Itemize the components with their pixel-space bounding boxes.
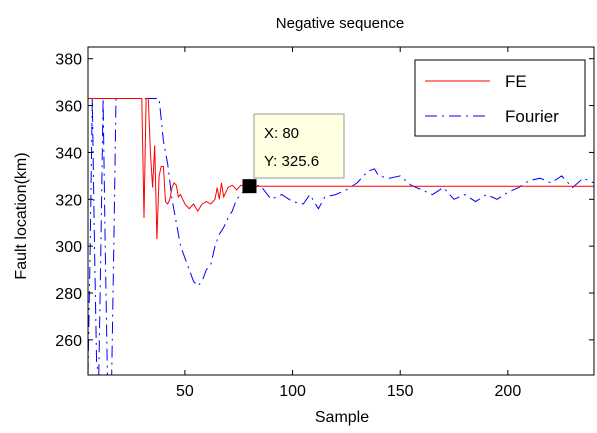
data-tip-box [253,113,345,179]
series-line-fe [88,98,594,240]
legend-box [414,59,586,137]
y-tick-label: 380 [55,52,82,69]
y-tick-label: 260 [55,333,82,350]
y-tick-label: 320 [55,192,82,209]
x-tick-label: 200 [495,383,522,400]
x-tick-label: 100 [279,383,306,400]
y-tick-label: 340 [55,145,82,162]
data-tip-x-value: X: 80 [264,125,299,142]
y-tick-label: 300 [55,239,82,256]
data-tip-y-value: Y: 325.6 [264,153,319,170]
series-layer [88,98,594,375]
legend-label-fourier: Fourier [505,107,559,126]
x-tick-label: 50 [176,383,194,400]
plot-frame [87,46,595,376]
x-axis-label: Sample [315,409,369,426]
data-tip[interactable]: X: 80 Y: 325.6 [242,113,345,194]
series-line-fourier [88,98,594,375]
legend-label-fe: FE [505,72,527,91]
axes-layer: 50 100 150 200 260 280 300 320 340 360 380 [55,47,594,400]
y-tick-label: 360 [55,99,82,116]
data-tip-marker[interactable] [242,179,257,194]
chart-title: Negative sequence [276,15,404,32]
y-tick-label: 280 [55,286,82,303]
legend: FE Fourier [414,59,586,137]
x-tick-label: 150 [387,383,414,400]
y-axis-label: Fault location(km) [13,152,30,279]
